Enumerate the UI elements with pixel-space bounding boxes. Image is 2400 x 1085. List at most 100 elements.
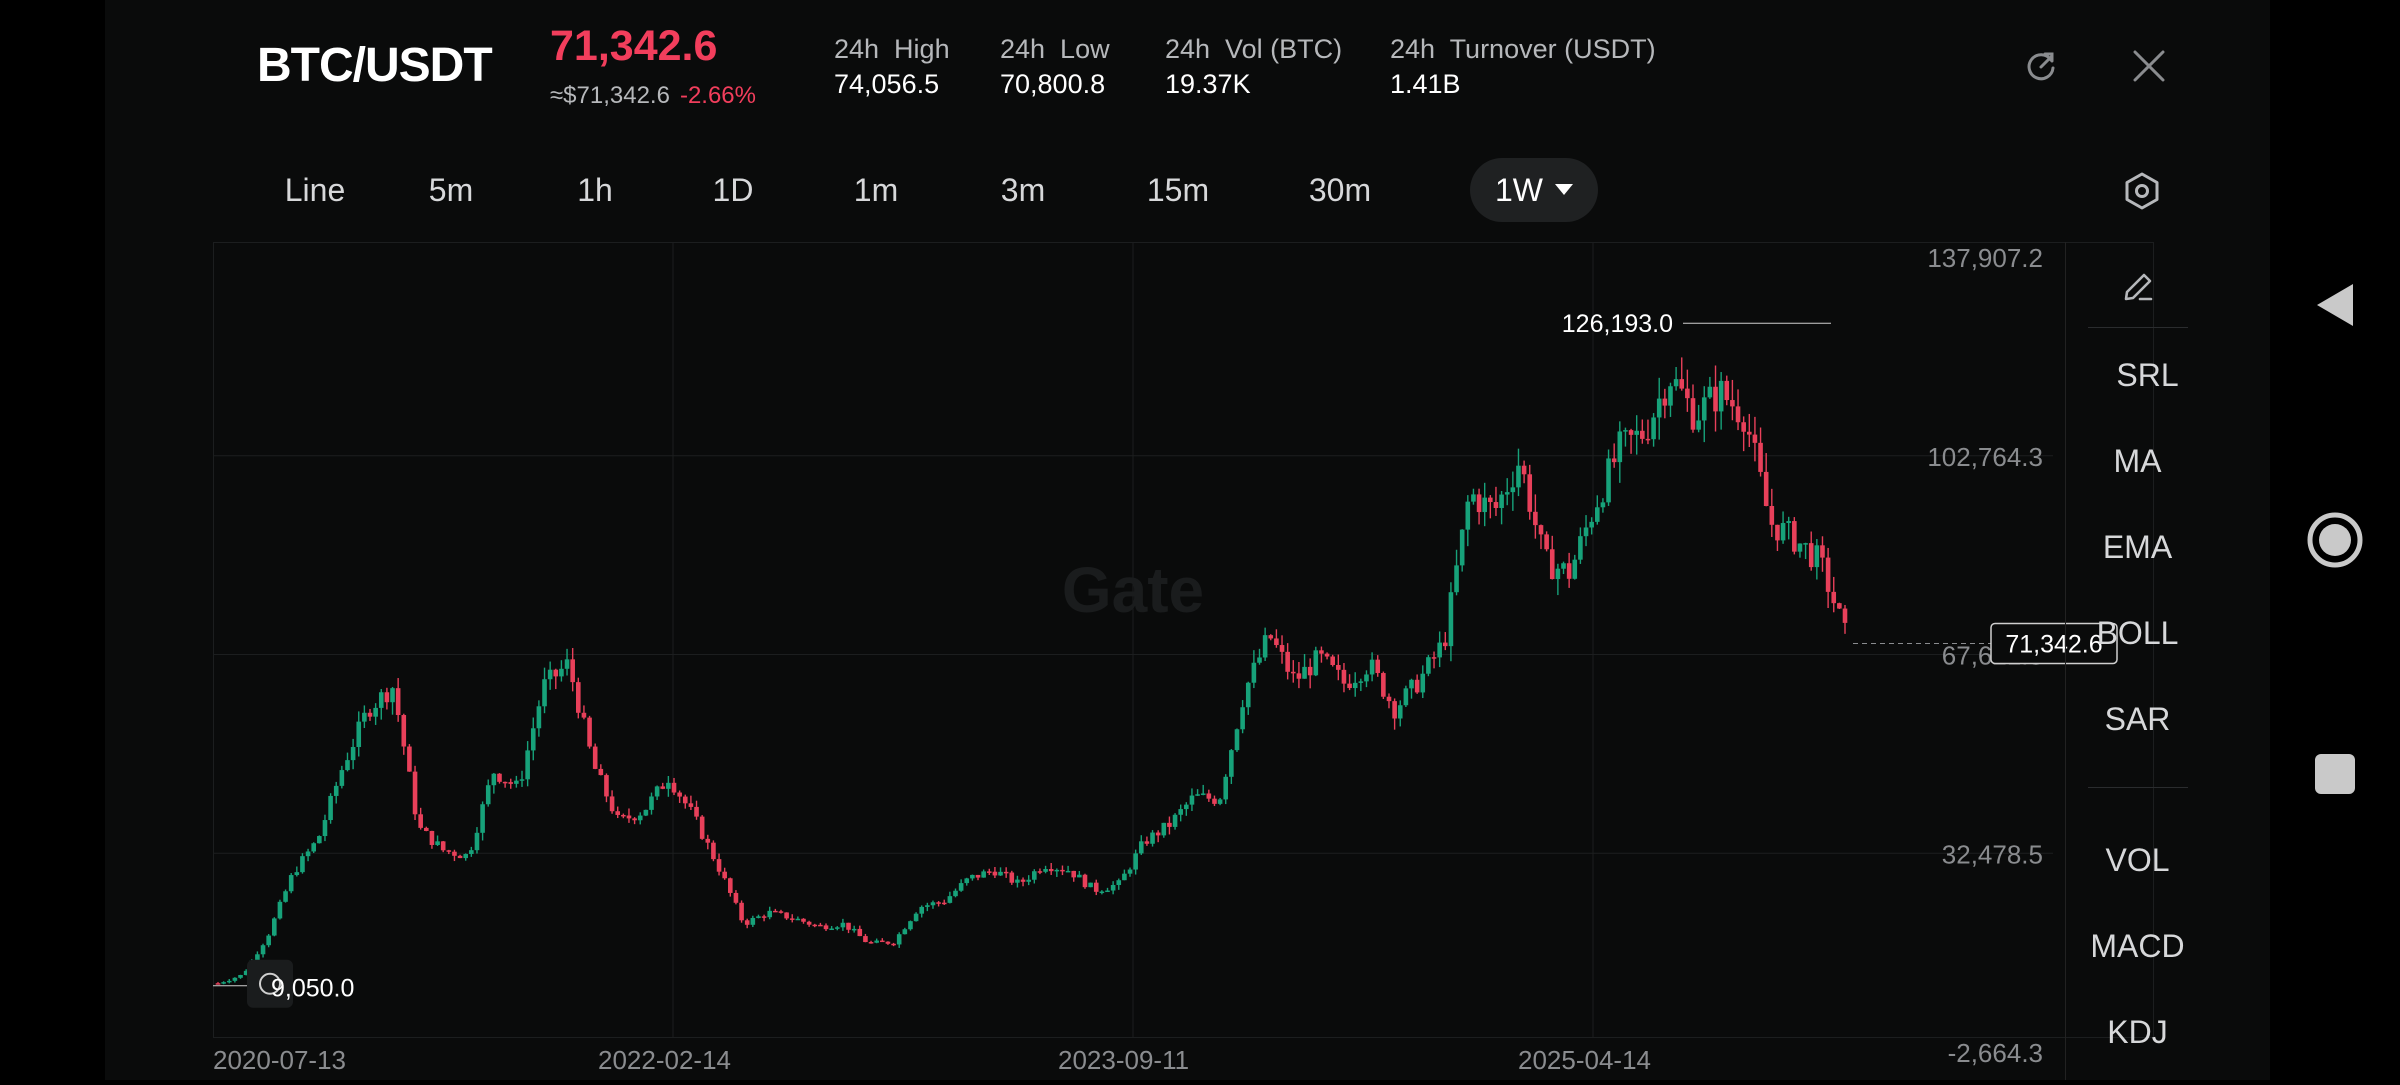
candle-body [576, 682, 581, 713]
candle-body [857, 928, 863, 937]
timeframe-3m[interactable]: 3m [1000, 171, 1046, 208]
candle-body [1161, 822, 1167, 836]
candle-body [390, 688, 395, 703]
y-tick-label: 137,907.2 [1927, 243, 2043, 273]
candle-body [300, 856, 305, 873]
candle-body [896, 934, 902, 945]
candle-body [294, 872, 300, 876]
y-tick-label: 32,478.5 [1942, 839, 2043, 869]
candle-body [1054, 869, 1060, 872]
candle-body [1679, 379, 1685, 389]
indicator-vol[interactable]: VOL [2105, 842, 2170, 878]
candle-body [1730, 400, 1735, 407]
nav-recents-button[interactable] [2270, 752, 2400, 796]
candle-body [1594, 507, 1600, 522]
candle-body [1285, 651, 1290, 672]
candle-body [868, 942, 874, 944]
candle-body [1330, 656, 1335, 666]
candle-body [1696, 420, 1701, 430]
active-timeframe: 1W [1495, 171, 1543, 208]
candle-body [1150, 832, 1155, 844]
draw-tool-button[interactable] [2108, 262, 2168, 312]
candle-body [452, 851, 457, 856]
candle-body [277, 901, 283, 919]
indicator-macd[interactable]: MACD [2090, 928, 2185, 964]
recents-square-icon [2315, 754, 2355, 794]
indicator-boll[interactable]: BOLL [2096, 615, 2179, 651]
timeframe-dropdown[interactable]: 1W [1470, 158, 1598, 222]
candle-body [221, 982, 226, 984]
stat-value: 19.37K [1165, 69, 1251, 99]
candle-body [1516, 465, 1521, 488]
candle-body [1296, 673, 1302, 679]
candle-body [722, 871, 727, 879]
candle-body [874, 940, 879, 943]
watermark-text: Gate [1062, 554, 1204, 626]
candle-body [1065, 870, 1071, 873]
candle-body [1189, 795, 1195, 805]
indicator-ma[interactable]: MA [2113, 443, 2162, 479]
candle-body [1544, 534, 1549, 550]
candle-body [1369, 659, 1375, 675]
candle-body [654, 786, 660, 797]
candle-body [1116, 880, 1122, 886]
candle-body [761, 916, 767, 918]
candle-body [384, 692, 390, 703]
candle-body [1724, 380, 1730, 401]
candle-body [587, 717, 592, 747]
candle-body [621, 814, 626, 817]
candle-body [570, 659, 575, 683]
candle-body [1640, 430, 1645, 439]
timeframe-15m[interactable]: 15m [1146, 171, 1210, 208]
candlestick-chart[interactable]: 137,907.2102,764.367,621.332,478.5-2,664… [213, 242, 2213, 1080]
close-button[interactable] [2125, 42, 2173, 90]
candle-body [1172, 814, 1178, 827]
candle-body [1521, 465, 1527, 475]
chart-canvas[interactable]: 137,907.2102,764.367,621.332,478.5-2,664… [213, 242, 2213, 1080]
candle-body [1589, 521, 1594, 528]
candle-body [699, 816, 705, 839]
indicator-ema[interactable]: EMA [2102, 529, 2173, 565]
nav-back-button[interactable] [2270, 280, 2400, 330]
timeframe-line[interactable]: Line [284, 171, 346, 208]
candle-body [350, 747, 356, 761]
refresh-button[interactable] [2017, 42, 2065, 90]
low-annotation: 9,050.0 [271, 975, 354, 1003]
chart-settings-button[interactable] [2115, 164, 2169, 218]
indicator-srl[interactable]: SRL [2116, 357, 2179, 393]
timeframe-1h[interactable]: 1h [577, 171, 613, 208]
candle-body [401, 715, 407, 747]
candle-body [671, 782, 677, 793]
candle-body [474, 832, 480, 851]
candle-body [1623, 430, 1628, 432]
candle-body [806, 921, 812, 925]
candle-body [1504, 492, 1510, 495]
candle-body [412, 771, 418, 815]
nav-home-button[interactable] [2270, 512, 2400, 568]
candle-body [885, 941, 891, 944]
y-tick-label: -2,664.3 [1948, 1038, 2043, 1068]
indicator-sar[interactable]: SAR [2104, 701, 2171, 737]
candle-body [958, 883, 964, 891]
indicator-kdj[interactable]: KDJ [2107, 1014, 2168, 1050]
candle-body [1257, 657, 1262, 663]
candle-body [1026, 879, 1031, 882]
candle-body [519, 779, 525, 781]
price-sub: ≈$71,342.6 -2.66% [550, 82, 756, 110]
last-price: 71,342.6 [550, 22, 718, 70]
candle-body [463, 854, 469, 859]
candle-body [649, 796, 654, 810]
candle-body [1352, 682, 1358, 689]
x-tick-label: 2023-09-11 [1058, 1045, 1189, 1075]
stat-value: 1.41B [1390, 69, 1461, 99]
candle-body [739, 902, 744, 921]
candle-body [851, 928, 857, 931]
candle-body [1510, 487, 1516, 493]
timeframe-5m[interactable]: 5m [428, 171, 474, 208]
candle-body [688, 803, 694, 807]
timeframe-1m[interactable]: 1m [853, 171, 899, 208]
candle-body [564, 659, 570, 669]
timeframe-1d[interactable]: 1D [712, 171, 754, 208]
timeframe-30m[interactable]: 30m [1308, 171, 1372, 208]
candle-body [547, 669, 553, 680]
